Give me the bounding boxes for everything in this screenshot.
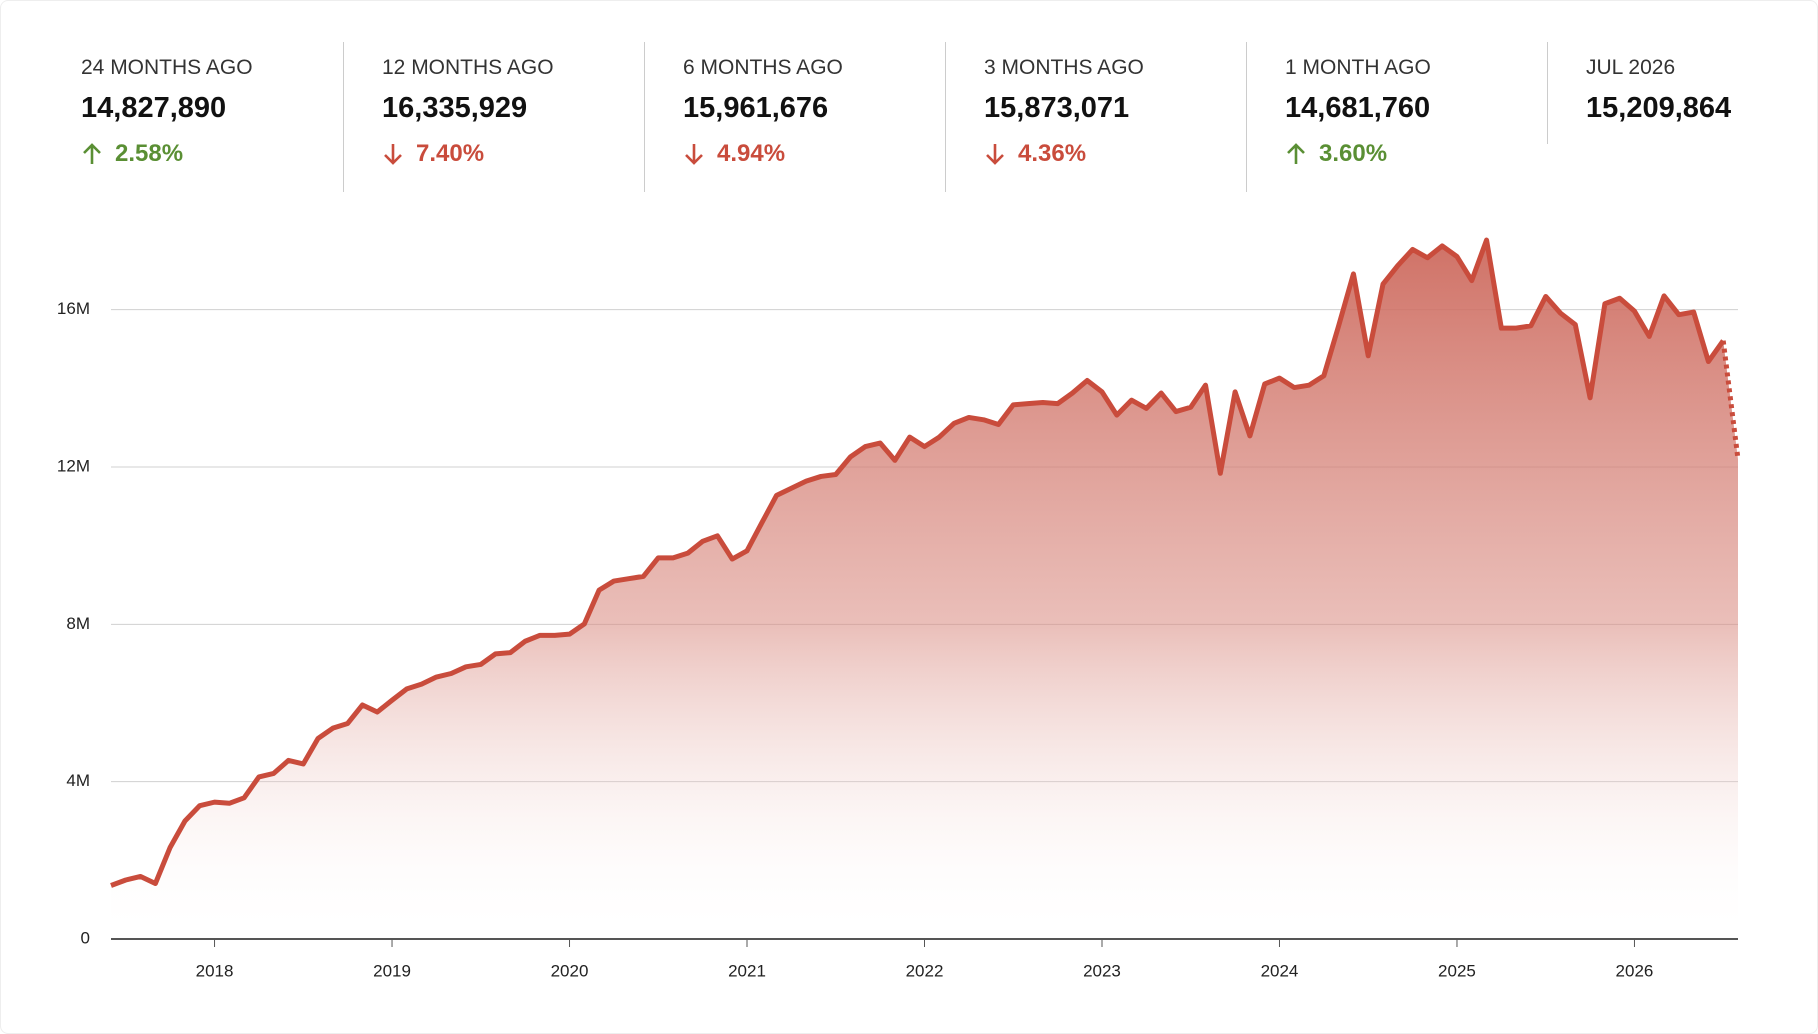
arrow-icon bbox=[685, 144, 703, 165]
arrow-icon bbox=[986, 144, 1004, 165]
x-tick-label: 2024 bbox=[1261, 961, 1299, 980]
stat-label: 12 MONTHS AGO bbox=[382, 56, 554, 79]
arrow-icon bbox=[384, 144, 402, 165]
stat-change: 7.40% bbox=[382, 140, 484, 168]
arrow-icon bbox=[83, 143, 101, 164]
y-tick-label: 8M bbox=[66, 614, 90, 633]
x-tick-label: 2018 bbox=[196, 961, 234, 980]
arrow-down bbox=[986, 144, 1004, 165]
change-text: 4.36% bbox=[1018, 140, 1087, 167]
stat-value: 14,681,760 bbox=[1285, 92, 1431, 124]
x-tick-label: 2026 bbox=[1616, 961, 1654, 980]
stat-label: JUL 2026 bbox=[1586, 56, 1676, 79]
stat-label: 24 MONTHS AGO bbox=[81, 56, 253, 79]
x-tick-label: 2025 bbox=[1438, 961, 1476, 980]
arrow-icon bbox=[1287, 143, 1305, 164]
line bbox=[110, 237, 1726, 888]
arrow-up bbox=[1287, 143, 1305, 164]
stat-label: 6 MONTHS AGO bbox=[683, 56, 843, 79]
stat-value: 15,209,864 bbox=[1586, 92, 1732, 124]
y-tick-label: 16M bbox=[57, 299, 90, 318]
stat-change: 2.58% bbox=[81, 140, 183, 168]
stat-change: 3.60% bbox=[1285, 140, 1387, 168]
arrow-up bbox=[83, 143, 101, 164]
y-tick-label: 0 bbox=[81, 928, 90, 947]
divider bbox=[1547, 42, 1548, 144]
divider bbox=[343, 42, 344, 192]
projected-line bbox=[1720, 340, 1741, 460]
x-tick-label: 2023 bbox=[1083, 961, 1121, 980]
stat-value: 14,827,890 bbox=[81, 92, 227, 124]
x-tick-label: 2021 bbox=[728, 961, 766, 980]
stat-label: 1 MONTH AGO bbox=[1285, 56, 1431, 79]
stat-value: 15,873,071 bbox=[984, 92, 1130, 124]
change-text: 3.60% bbox=[1319, 140, 1388, 167]
x-tick-label: 2020 bbox=[551, 961, 589, 980]
divider bbox=[644, 42, 645, 192]
change-text: 2.58% bbox=[115, 140, 184, 167]
y-tick-label: 12M bbox=[57, 456, 90, 475]
divider bbox=[1246, 42, 1247, 192]
change-text: 7.40% bbox=[416, 140, 485, 167]
change-text: 4.94% bbox=[717, 140, 786, 167]
y-tick-label: 4M bbox=[66, 771, 90, 790]
area-fill bbox=[111, 240, 1738, 940]
arrow-down bbox=[685, 144, 703, 165]
stat-value: 16,335,929 bbox=[382, 92, 528, 124]
stat-value: 15,961,676 bbox=[683, 92, 829, 124]
stat-change: 4.36% bbox=[984, 140, 1086, 168]
arrow-down bbox=[384, 144, 402, 165]
divider bbox=[945, 42, 946, 192]
x-tick-label: 2022 bbox=[906, 961, 944, 980]
stat-label: 3 MONTHS AGO bbox=[984, 56, 1144, 79]
x-tick-label: 2019 bbox=[373, 961, 411, 980]
stat-change: 4.94% bbox=[683, 140, 785, 168]
